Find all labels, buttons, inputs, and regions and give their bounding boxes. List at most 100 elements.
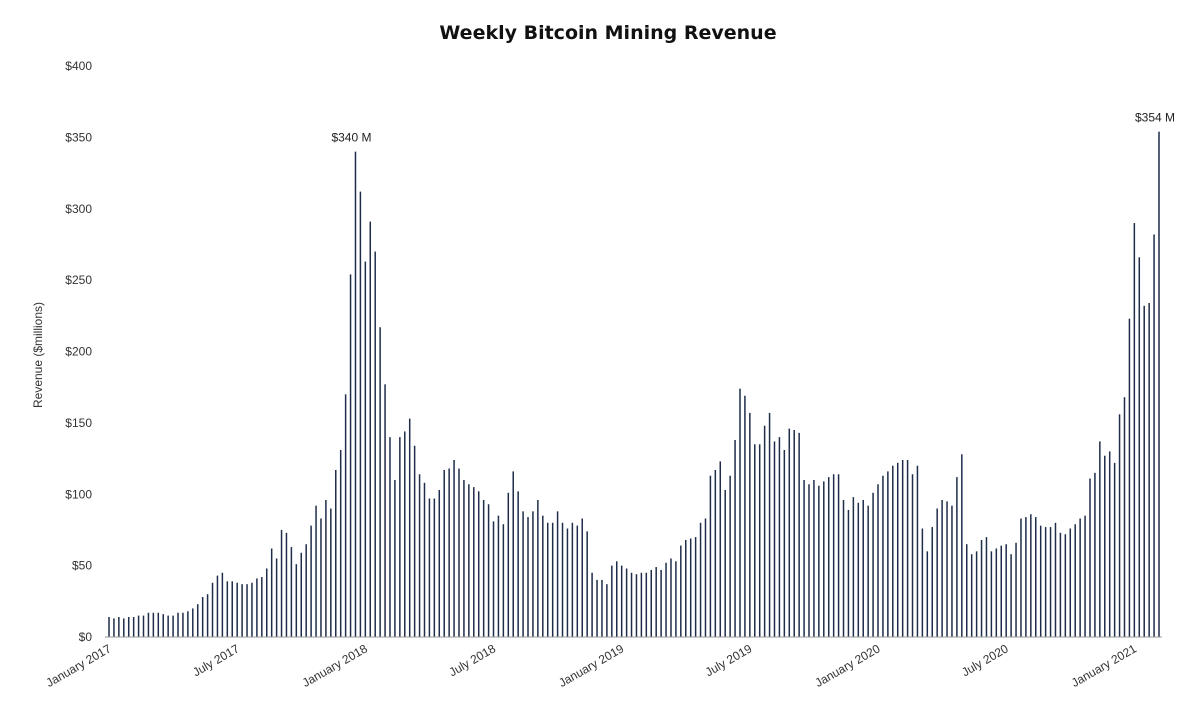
bar xyxy=(413,445,416,637)
bar xyxy=(211,582,214,637)
bar xyxy=(448,468,450,637)
bar xyxy=(241,584,243,637)
bar xyxy=(369,221,372,637)
x-tick-label: January 2018 xyxy=(300,641,370,690)
y-tick-label: $200 xyxy=(65,345,92,359)
bar xyxy=(546,522,549,637)
bar xyxy=(320,518,322,637)
bar xyxy=(354,151,357,637)
x-tick-label: January 2017 xyxy=(44,641,114,690)
bar xyxy=(749,412,751,637)
bar xyxy=(433,498,436,637)
bar xyxy=(359,191,362,637)
bar xyxy=(137,615,140,637)
bar xyxy=(882,475,884,637)
bar xyxy=(1025,517,1027,637)
bar xyxy=(477,491,480,637)
bar xyxy=(468,484,470,637)
bar xyxy=(630,572,633,637)
bar xyxy=(931,527,933,637)
bar xyxy=(906,459,909,637)
bar xyxy=(823,481,825,637)
bar xyxy=(275,558,278,637)
y-tick-label: $350 xyxy=(65,130,92,144)
y-tick-label: $50 xyxy=(72,559,92,573)
y-axis-label-group: Revenue ($millions) xyxy=(31,302,45,408)
bar xyxy=(1044,527,1047,637)
bar xyxy=(497,515,500,637)
bar xyxy=(423,482,426,637)
bar xyxy=(1079,518,1081,637)
bar xyxy=(236,582,238,637)
bars xyxy=(108,131,1160,638)
y-tick-label: $300 xyxy=(65,202,92,216)
bar xyxy=(956,477,958,637)
bar xyxy=(714,469,717,637)
bar xyxy=(793,430,795,637)
bar xyxy=(980,539,983,637)
bar xyxy=(818,485,820,637)
bar xyxy=(226,581,229,637)
bar xyxy=(576,525,579,637)
x-tick-label: January 2021 xyxy=(1069,641,1139,690)
bar xyxy=(862,499,864,637)
bar xyxy=(152,612,155,637)
bar xyxy=(172,615,174,637)
bar xyxy=(349,274,352,637)
bar xyxy=(167,615,169,637)
bar xyxy=(665,562,667,637)
y-tick-label: $100 xyxy=(65,487,92,501)
bar xyxy=(330,508,332,637)
x-tick-label: July 2017 xyxy=(190,641,242,679)
bar xyxy=(339,450,342,637)
bar xyxy=(640,572,643,637)
bar xyxy=(123,618,125,637)
bar xyxy=(118,617,120,637)
bar xyxy=(566,528,569,637)
bar xyxy=(463,479,465,637)
bar xyxy=(246,584,248,637)
y-tick-label: $400 xyxy=(65,59,92,73)
bar xyxy=(655,567,657,637)
bar xyxy=(961,454,963,637)
bar xyxy=(616,561,618,637)
bar xyxy=(285,532,288,637)
bar xyxy=(492,521,495,637)
bar xyxy=(660,569,662,637)
bar xyxy=(946,501,948,637)
bar xyxy=(1069,528,1072,637)
bar xyxy=(428,498,431,637)
bar xyxy=(418,474,421,637)
bar xyxy=(941,499,943,637)
bar xyxy=(1039,525,1042,637)
bar xyxy=(487,504,490,637)
bar xyxy=(596,579,598,637)
bar xyxy=(783,450,786,637)
bar xyxy=(300,552,302,637)
bar xyxy=(832,474,835,637)
bar xyxy=(808,484,810,637)
y-axis-ticks: $0 $50 $100 $150 $200 $250 $300 $350 $400 xyxy=(65,59,92,644)
bar xyxy=(335,469,337,637)
bar xyxy=(206,594,209,637)
bar xyxy=(295,564,298,637)
bar xyxy=(1143,305,1145,637)
bar xyxy=(221,572,224,637)
bar xyxy=(556,511,559,637)
bar xyxy=(443,469,445,637)
x-tick-label: January 2019 xyxy=(556,641,626,690)
bar xyxy=(754,444,756,637)
bar xyxy=(758,444,761,637)
bar xyxy=(966,544,968,637)
bar xyxy=(852,497,855,637)
bar xyxy=(256,578,258,637)
bar xyxy=(270,548,273,637)
bar xyxy=(921,528,924,637)
bar xyxy=(694,537,697,637)
bar xyxy=(453,459,455,637)
bar xyxy=(625,568,628,637)
bar xyxy=(773,441,776,637)
bar xyxy=(1059,532,1062,637)
bar xyxy=(522,511,524,637)
bar xyxy=(177,612,179,637)
